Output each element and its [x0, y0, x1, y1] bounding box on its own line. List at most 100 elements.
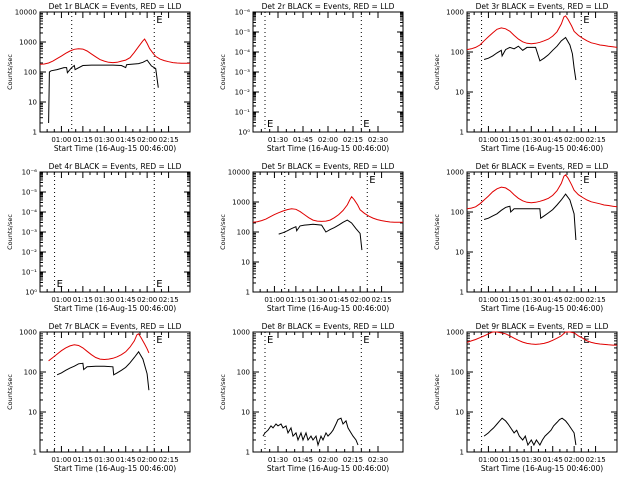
marker-e-label: E [363, 335, 369, 346]
events-series-line [278, 219, 363, 251]
x-tick-label: 02:00 [137, 136, 157, 144]
panel-title: Det 2r BLACK = Events, RED = LLD [262, 2, 395, 11]
x-tick-label: 01:00 [51, 456, 71, 464]
x-tick-label: 01:00 [478, 136, 498, 144]
x-tick-label: 02:00 [564, 136, 584, 144]
y-tick-label: 10⁻⁴ [235, 49, 251, 57]
x-tick-label: 01:30 [521, 456, 541, 464]
x-axis-label: Start Time (16-Aug-15 00:46:00) [267, 304, 389, 313]
marker-e-label: E [156, 279, 162, 290]
y-tick-label: 100 [237, 369, 250, 377]
x-tick-label: 01:45 [329, 296, 349, 304]
x-tick-label: 02:30 [368, 456, 388, 464]
x-tick-label: 01:15 [73, 296, 93, 304]
y-tick-label: 10⁻³ [22, 229, 38, 237]
events-series-line [483, 36, 577, 81]
plot-frame [466, 11, 618, 133]
marker-e-label: E [369, 175, 375, 186]
lld-series-line [39, 38, 190, 65]
y-tick-label: 1 [246, 449, 250, 457]
y-tick-label: 10 [28, 99, 37, 107]
x-axis-label: Start Time (16-Aug-15 00:46:00) [54, 144, 176, 153]
panel-title: Det 3r BLACK = Events, RED = LLD [476, 2, 609, 11]
y-axis-label: Counts/sec [433, 214, 441, 250]
x-tick-label: 01:45 [116, 456, 136, 464]
x-tick-label: 02:00 [137, 296, 157, 304]
x-tick-label: 02:30 [368, 136, 388, 144]
y-tick-label: 10⁻⁴ [22, 209, 38, 217]
x-tick-label: 01:45 [543, 136, 563, 144]
x-tick-label: 01:45 [116, 296, 136, 304]
x-tick-label: 02:00 [350, 296, 370, 304]
x-tick-label: 01:30 [268, 456, 288, 464]
y-tick-label: 10 [455, 89, 464, 97]
x-tick-label: 01:15 [500, 136, 520, 144]
marker-e-label: E [156, 15, 162, 26]
x-tick-label: 01:30 [307, 296, 327, 304]
panel-title: Det 9r BLACK = Events, RED = LLD [476, 322, 609, 331]
x-tick-label: 02:15 [371, 296, 391, 304]
marker-e-label: E [583, 175, 589, 186]
marker-e-label: E [267, 335, 273, 346]
marker-e-label: E [583, 15, 589, 26]
y-tick-label: 100 [451, 369, 464, 377]
y-tick-label: 1 [246, 289, 250, 297]
y-tick-label: 1 [460, 449, 464, 457]
y-tick-label: 10⁻¹ [22, 269, 38, 277]
y-tick-label: 1000 [19, 329, 37, 337]
plot-frame [466, 331, 618, 453]
y-tick-label: 10 [241, 259, 250, 267]
detector-panel-6: Det 6r BLACK = Events, RED = LLD 1 10 100 10… [433, 162, 618, 313]
y-axis-label: Counts/sec [219, 54, 227, 90]
x-tick-label: 01:15 [73, 456, 93, 464]
x-tick-label: 02:00 [564, 296, 584, 304]
y-axis-label: Counts/sec [6, 374, 14, 410]
x-axis-label: Start Time (16-Aug-15 00:46:00) [481, 144, 603, 153]
plot-frame [39, 331, 191, 453]
plot-frame [466, 171, 618, 293]
x-tick-label: 01:30 [521, 136, 541, 144]
y-tick-label: 10 [28, 409, 37, 417]
plot-frame [252, 171, 404, 293]
lld-series-line [466, 15, 618, 51]
y-tick-label: 100 [237, 229, 250, 237]
panel-title: Det 6r BLACK = Events, RED = LLD [476, 162, 609, 171]
detector-panel-7: Det 7r BLACK = Events, RED = LLD 1 10 100 10… [6, 322, 191, 473]
detector-panel-8: Det 8r BLACK = Events, RED = LLD 1 10 100 10… [219, 322, 404, 473]
x-axis-label: Start Time (16-Aug-15 00:46:00) [267, 144, 389, 153]
x-tick-label: 01:30 [94, 296, 114, 304]
x-tick-label: 01:30 [268, 136, 288, 144]
detector-panel-2: Det 2r BLACK = Events, RED = LLD 10⁰ 10⁻¹ 1… [219, 2, 404, 153]
y-tick-label: 1000 [446, 169, 464, 177]
y-tick-label: 10 [241, 409, 250, 417]
y-tick-label: 10⁻⁵ [235, 29, 251, 37]
x-tick-label: 01:00 [51, 296, 71, 304]
x-tick-label: 01:30 [94, 456, 114, 464]
y-tick-label: 10⁰ [238, 129, 250, 137]
events-series-line [262, 417, 359, 447]
y-tick-label: 10⁰ [25, 289, 37, 297]
y-tick-label: 10000 [228, 169, 250, 177]
detector-panel-1: Det 1r BLACK = Events, RED = LLD 1 10 100 10… [6, 2, 191, 153]
y-tick-label: 1 [460, 129, 464, 137]
x-tick-label: 02:15 [585, 296, 605, 304]
x-tick-label: 02:15 [158, 456, 178, 464]
x-tick-label: 02:15 [585, 456, 605, 464]
x-tick-label: 01:15 [73, 136, 93, 144]
y-tick-label: 10⁻⁶ [235, 9, 251, 17]
y-axis-label: Counts/sec [433, 54, 441, 90]
x-tick-label: 01:15 [286, 296, 306, 304]
events-series-line [48, 59, 159, 124]
y-tick-label: 10⁻² [235, 89, 251, 97]
y-axis-label: Counts/sec [433, 374, 441, 410]
plot-frame [39, 171, 191, 293]
y-tick-label: 100 [24, 369, 37, 377]
y-tick-label: 10 [455, 409, 464, 417]
x-tick-label: 01:00 [478, 296, 498, 304]
y-axis-label: Counts/sec [6, 214, 14, 250]
plot-frame [252, 331, 404, 453]
x-tick-label: 01:00 [478, 456, 498, 464]
panel-title: Det 7r BLACK = Events, RED = LLD [49, 322, 182, 331]
detector-panel-4: Det 4r BLACK = Events, RED = LLD 10⁰ 10⁻¹ 1… [6, 162, 191, 313]
